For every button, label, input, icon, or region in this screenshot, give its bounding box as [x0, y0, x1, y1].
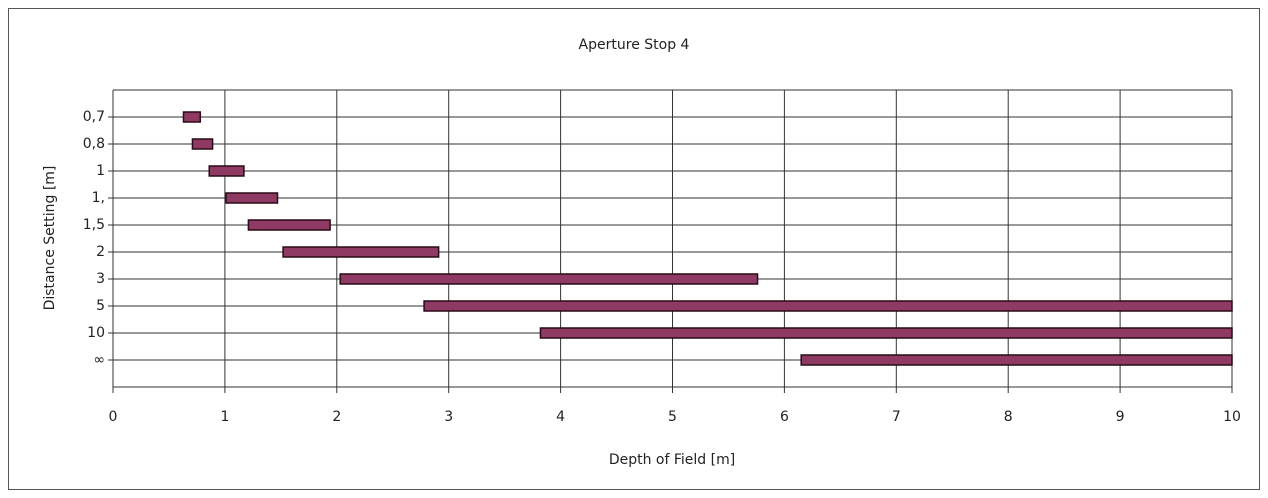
x-tick-label: 4 — [556, 409, 565, 425]
y-axis-label: Distance Setting [m] — [42, 166, 58, 311]
bar — [282, 246, 440, 258]
y-tick-label: 5 — [96, 298, 105, 314]
bar — [339, 273, 759, 285]
x-tick-label: 1 — [220, 409, 229, 425]
x-tick-label: 3 — [444, 409, 453, 425]
y-tick-label: 1,5 — [83, 217, 105, 233]
x-tick-label: 9 — [1116, 409, 1125, 425]
x-tick-label: 10 — [1223, 409, 1241, 425]
y-tick-label: 1 — [96, 163, 105, 179]
bar — [539, 327, 1233, 339]
x-tick-label: 0 — [109, 409, 118, 425]
y-tick-label: 0,7 — [83, 109, 105, 125]
y-tick-label: ∞ — [93, 352, 105, 368]
x-tick-label: 2 — [332, 409, 341, 425]
x-axis-label: Depth of Field [m] — [609, 452, 735, 468]
bar — [225, 192, 279, 204]
y-tick-label: 2 — [96, 244, 105, 260]
bar — [182, 111, 202, 123]
x-tick-label: 6 — [780, 409, 789, 425]
bar — [247, 219, 331, 231]
x-tick-label: 8 — [1004, 409, 1013, 425]
y-tick-label: 1, — [92, 190, 105, 206]
chart-title: Aperture Stop 4 — [579, 37, 690, 53]
bar — [208, 165, 245, 177]
chart-frame — [8, 8, 1260, 490]
x-tick-label: 5 — [668, 409, 677, 425]
y-tick-label: 10 — [87, 325, 105, 341]
bar — [191, 138, 214, 150]
bar — [423, 300, 1233, 312]
x-tick-label: 7 — [892, 409, 901, 425]
y-tick-label: 0,8 — [83, 136, 105, 152]
bar — [800, 354, 1233, 366]
y-tick-label: 3 — [96, 271, 105, 287]
